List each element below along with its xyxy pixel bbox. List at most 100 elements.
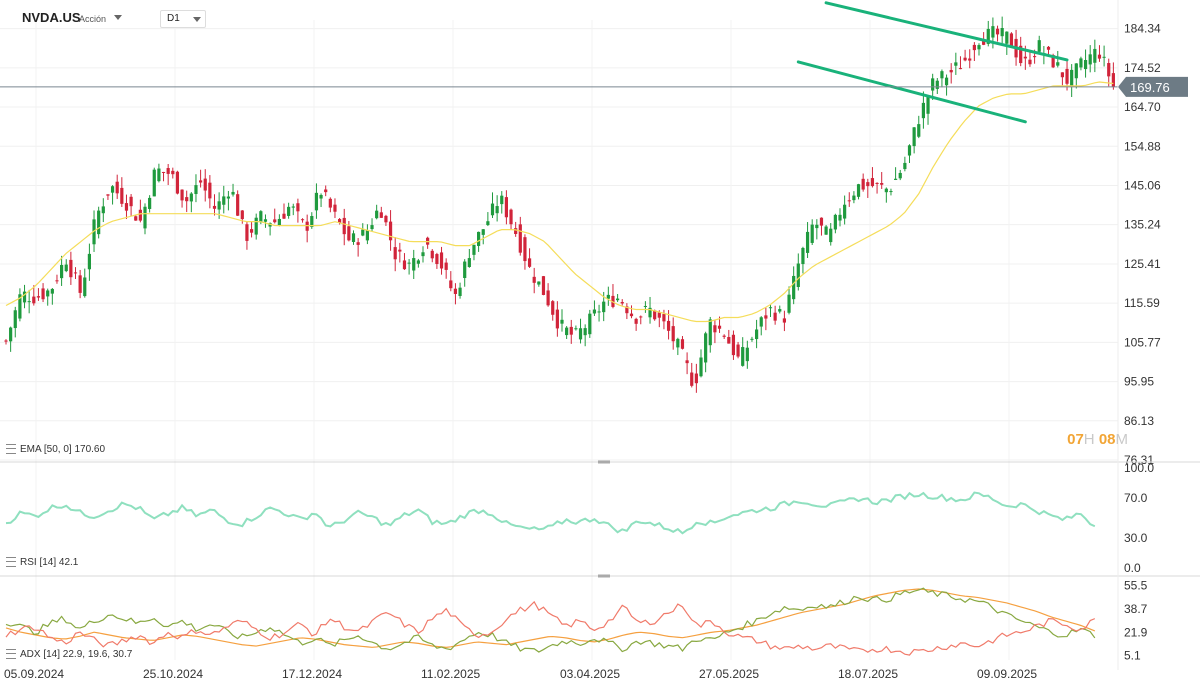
- countdown-hours: 07: [1067, 431, 1084, 448]
- candle-up: [101, 206, 105, 214]
- candle-down: [199, 180, 203, 183]
- candle-down: [402, 260, 407, 270]
- candlestick-series: [4, 16, 1115, 393]
- countdown-minutes-unit: M: [1115, 431, 1129, 448]
- candle-up: [755, 329, 759, 340]
- candle-down: [968, 58, 972, 61]
- candle-down: [78, 275, 82, 293]
- candle-up: [87, 253, 91, 270]
- symbol-label[interactable]: NVDA.US: [22, 10, 81, 25]
- date-axis: 05.09.2024 25.10.2024 17.12.2024 11.02.2025…: [4, 667, 1037, 681]
- indicator-menu-icon[interactable]: [6, 649, 16, 660]
- candle-up: [921, 102, 925, 119]
- candle-down: [120, 187, 124, 204]
- candle-up: [944, 77, 949, 86]
- candle-down: [203, 178, 207, 191]
- candle-up: [801, 247, 805, 265]
- candle-down: [124, 203, 129, 211]
- candle-down: [819, 217, 824, 226]
- minus-di-line: [5, 600, 1096, 656]
- candle-down: [1019, 45, 1023, 64]
- candle-up: [1083, 60, 1088, 70]
- rsi-tick-label: 70.0: [1124, 491, 1148, 505]
- price-tick-label: 105.77: [1124, 335, 1161, 349]
- candle-up: [565, 327, 569, 336]
- candle-down: [69, 259, 73, 278]
- candle-down: [949, 69, 953, 73]
- candle-down: [453, 288, 458, 294]
- candle-up: [676, 338, 680, 348]
- candle-down: [338, 219, 342, 223]
- candle-up: [254, 217, 258, 235]
- price-tick-label: 115.59: [1124, 296, 1160, 310]
- indicator-menu-icon[interactable]: [6, 557, 16, 568]
- candle-down: [1065, 68, 1069, 84]
- candle-up: [287, 206, 291, 216]
- price-tick-label: 184.34: [1124, 22, 1161, 36]
- candle-up: [704, 333, 708, 363]
- candle-down: [680, 339, 685, 349]
- adx-label-text: ADX [14] 22.9, 19.6, 30.7: [20, 649, 133, 660]
- timeframe-select[interactable]: D1: [160, 10, 206, 28]
- price-tick-label: 154.88: [1124, 139, 1161, 153]
- candle-up: [648, 307, 652, 318]
- candle-down: [1023, 56, 1027, 59]
- panel-separators[interactable]: [0, 0, 1200, 670]
- candle-up: [833, 214, 837, 230]
- candle-down: [541, 276, 546, 295]
- candle-down: [671, 326, 675, 342]
- candle-up: [796, 263, 800, 287]
- candle-down: [555, 309, 559, 329]
- candle-up: [9, 327, 13, 342]
- candle-down: [240, 210, 244, 220]
- candle-up: [616, 298, 620, 301]
- candle-down: [666, 320, 671, 331]
- candle-down: [300, 219, 305, 221]
- ema-label-text: EMA [50, 0] 170.60: [20, 444, 106, 455]
- candle-down: [514, 228, 518, 234]
- candle-countdown: 07H 08M: [1067, 431, 1128, 448]
- candle-up: [560, 319, 564, 324]
- candle-up: [912, 127, 916, 147]
- price-tick-label: 76.31: [1124, 453, 1154, 467]
- candle-down: [1046, 46, 1051, 50]
- candle-down: [736, 344, 740, 357]
- price-tick-label: 125.41: [1124, 257, 1161, 271]
- adx-panel-label[interactable]: ADX [14] 22.9, 19.6, 30.7: [6, 649, 132, 660]
- channel-lower-line: [796, 60, 1027, 124]
- date-tick-label: 09.09.2025: [977, 667, 1037, 681]
- candle-down: [347, 226, 351, 241]
- candle-down: [722, 335, 726, 337]
- candle-up: [838, 214, 842, 221]
- candle-up: [903, 162, 907, 170]
- candle-down: [861, 178, 865, 190]
- candle-up: [578, 328, 583, 340]
- candle-down: [523, 237, 527, 262]
- panel-resize-handle: [598, 574, 610, 578]
- candle-down: [115, 181, 119, 194]
- trend-channel[interactable]: [796, 1, 1069, 124]
- candle-up: [894, 178, 898, 180]
- candle-up: [588, 313, 592, 335]
- candle-up: [222, 196, 226, 205]
- channel-upper-line: [824, 1, 1069, 62]
- candle-up: [986, 28, 990, 44]
- candle-down: [129, 196, 133, 207]
- rsi-panel-label[interactable]: RSI [14] 42.1: [6, 557, 78, 568]
- candle-down: [384, 215, 388, 223]
- ema-panel-label[interactable]: EMA [50, 0] 170.60: [6, 444, 105, 455]
- candle-up: [486, 221, 490, 226]
- candle-up: [1088, 54, 1092, 65]
- candle-down: [1051, 55, 1055, 68]
- candle-up: [365, 230, 369, 241]
- candle-up: [889, 191, 893, 193]
- date-tick-label: 17.12.2024: [282, 667, 342, 681]
- indicator-menu-icon[interactable]: [6, 444, 16, 455]
- candle-down: [166, 168, 170, 174]
- candle-down: [509, 209, 513, 225]
- symbol-dropdown-icon[interactable]: [114, 15, 122, 20]
- candle-down: [1009, 33, 1014, 48]
- candle-down: [551, 301, 555, 315]
- candle-up: [143, 206, 147, 229]
